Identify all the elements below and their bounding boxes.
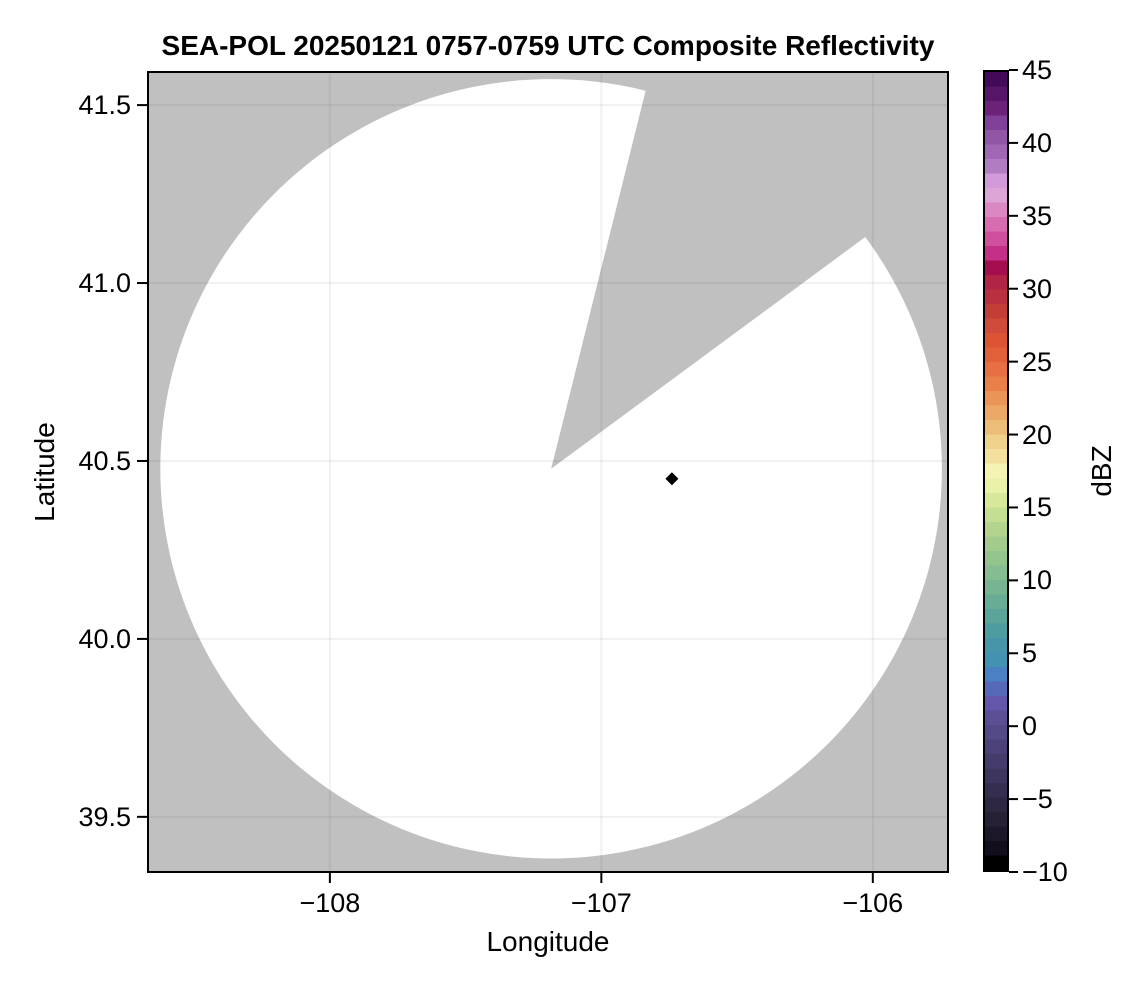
- y-tick-label: 39.5: [78, 801, 131, 832]
- y-tick-label: 41.5: [78, 90, 131, 121]
- colorbar-tick-label: 20: [1022, 419, 1053, 450]
- x-tick-label: −108: [299, 888, 361, 918]
- plot-title: SEA-POL 20250121 0757-0759 UTC Composite…: [161, 30, 935, 61]
- colorbar-tick-label: 0: [1022, 711, 1038, 742]
- colorbar-tick-label: 15: [1022, 492, 1053, 523]
- colorbar-tick-label: 10: [1022, 565, 1053, 596]
- colorbar-label: dBZ: [1086, 445, 1117, 497]
- x-tick-label: −107: [570, 888, 632, 918]
- blocked-sector-wedge: [551, 72, 944, 469]
- colorbar-tick-label: −5: [1022, 784, 1053, 815]
- colorbar-tick-label: 30: [1022, 273, 1053, 304]
- y-tick-label: 40.0: [78, 623, 131, 654]
- x-tick-label: −106: [842, 888, 904, 918]
- y-tick-label: 41.0: [78, 268, 131, 299]
- colorbar-tick-label: 45: [1022, 55, 1053, 85]
- echo-point-marker: [665, 472, 679, 486]
- colorbar-tick-label: 25: [1022, 346, 1053, 377]
- axes-frame: [147, 71, 949, 873]
- x-axis-label: Longitude: [486, 926, 610, 957]
- y-tick-label: 40.5: [78, 445, 131, 476]
- colorbar-tick-label: 35: [1022, 200, 1053, 231]
- colorbar-tick-label: 5: [1022, 638, 1038, 669]
- colorbar: [983, 70, 1009, 872]
- colorbar-tick-label: 40: [1022, 127, 1053, 158]
- colorbar-tick-label: −10: [1022, 857, 1068, 887]
